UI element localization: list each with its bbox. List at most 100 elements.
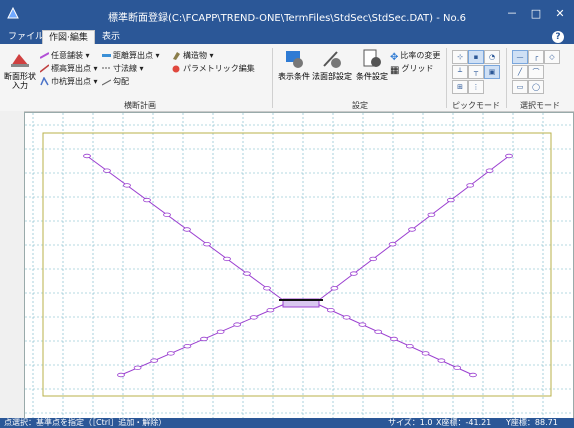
status-bar: 点選択：基準点を指定（［Ctrl］追加・解除） サイズ：1.0 X座標：-41.… [0, 418, 574, 428]
pick-mode-free-icon[interactable]: ⊞ [452, 80, 468, 94]
vertex-marker[interactable] [466, 183, 475, 188]
vertex-marker[interactable] [453, 365, 462, 370]
pick-mode-end-icon[interactable]: ▪ [468, 50, 484, 64]
structure-button[interactable]: 構造物 ▾ [172, 50, 214, 61]
dimension-button[interactable]: 寸法線 ▾ [102, 63, 144, 74]
pavement-button[interactable]: 任意舗装 ▾ [40, 50, 90, 61]
pick-mode-arc-icon[interactable]: ◔ [484, 50, 500, 64]
vertex-marker[interactable] [133, 365, 142, 370]
tab-draw-edit[interactable]: 作図·編集 [42, 30, 95, 45]
shape-input-button[interactable]: 断面形状 入力 [4, 48, 36, 90]
vertex-marker[interactable] [342, 315, 351, 320]
vertex-marker[interactable] [349, 271, 358, 276]
vertex-marker[interactable] [183, 343, 192, 349]
tab-view[interactable]: 表示 [102, 32, 121, 42]
vertex-marker[interactable] [233, 322, 242, 327]
group-label-cross-section: 横断計画 [124, 101, 156, 110]
ribbon-separator [506, 48, 507, 108]
vertex-marker[interactable] [200, 336, 208, 342]
vertex-marker[interactable] [505, 153, 513, 159]
drawing-frame [42, 132, 552, 397]
vertex-marker[interactable] [390, 336, 398, 342]
structure-icon [173, 52, 180, 60]
status-size: サイズ：1.0 [388, 418, 433, 427]
close-button[interactable]: ✕ [555, 7, 565, 20]
vertex-marker[interactable] [266, 307, 275, 313]
pick-mode-cross-icon[interactable]: ▣ [484, 65, 500, 79]
select-mode-lasso-icon[interactable]: ◯ [528, 80, 544, 94]
vertex-marker[interactable] [243, 271, 251, 276]
maximize-button[interactable]: □ [530, 7, 542, 20]
vertex-marker[interactable] [374, 329, 383, 334]
vertex-marker[interactable] [216, 329, 225, 334]
vertex-marker[interactable] [330, 286, 339, 291]
shape-input-icon [11, 54, 29, 67]
window-title: 標準断面登録(C:\FCAPP\TREND-ONE\TermFiles\StdS… [108, 13, 466, 24]
vertex-marker[interactable] [163, 212, 171, 217]
select-mode-group-icon[interactable]: ◇ [544, 50, 560, 64]
group-label-pick-mode: ピックモード [452, 101, 500, 110]
vertex-marker[interactable] [223, 256, 231, 262]
shape-input-label: 断面形状 入力 [4, 72, 36, 90]
vertex-marker[interactable] [83, 153, 91, 159]
vertex-marker[interactable] [143, 197, 151, 203]
minimize-button[interactable]: － [506, 7, 518, 20]
condition-settings-button[interactable]: 条件設定 [354, 48, 390, 81]
ribbon-separator [446, 48, 447, 108]
distance-calc-button[interactable]: 距離算出点 ▾ [102, 50, 160, 61]
pick-mode-nearest-icon[interactable]: ⋮ [468, 80, 484, 94]
slope-part-button[interactable]: 法面部設定 [312, 48, 352, 81]
pick-mode-mid-icon[interactable]: ┴ [452, 65, 468, 79]
vertex-marker[interactable] [388, 241, 397, 247]
vertex-marker[interactable] [123, 183, 131, 188]
dimension-icon [102, 67, 111, 69]
vertex-marker[interactable] [326, 307, 335, 313]
vertex-marker[interactable] [103, 168, 111, 173]
vertex-marker[interactable] [183, 227, 191, 232]
grid-icon: ▦ [390, 65, 400, 76]
display-conditions-button[interactable]: 表示条件 [276, 48, 312, 81]
slope-part-icon [323, 51, 341, 68]
drawing-svg[interactable] [25, 113, 573, 419]
drawing-canvas[interactable] [24, 112, 574, 420]
pick-mode-perp-icon[interactable]: ┬ [468, 65, 484, 79]
select-mode-single-icon[interactable]: — [512, 50, 528, 64]
vertex-marker[interactable] [469, 372, 477, 378]
vertex-marker[interactable] [249, 315, 258, 320]
parametric-edit-button[interactable]: パラメトリック編集 [172, 63, 255, 74]
vertex-marker[interactable] [263, 286, 271, 291]
help-icon[interactable]: ? [552, 31, 564, 43]
vertex-marker[interactable] [358, 322, 367, 327]
section-lines [83, 153, 513, 378]
vertex-marker[interactable] [421, 351, 430, 356]
app-icon [7, 6, 19, 19]
select-mode-poly-icon[interactable]: ⌒ [528, 65, 544, 79]
width-calc-button[interactable]: 巾杭算出点 ▾ [40, 76, 98, 87]
select-mode-chain-icon[interactable]: ┌ [528, 50, 544, 64]
vertex-marker[interactable] [427, 212, 436, 217]
slope-calc-button[interactable]: 標高算出点 ▾ [40, 63, 98, 74]
vertex-marker[interactable] [437, 358, 446, 363]
slope-calc-icon [40, 64, 49, 73]
grid-button[interactable]: ▦ グリッド [390, 64, 434, 76]
select-mode-rect-icon[interactable]: ▭ [512, 80, 528, 94]
vertex-marker[interactable] [117, 372, 125, 378]
grade-button[interactable]: 勾配 [102, 76, 129, 87]
group-label-settings: 設定 [352, 101, 368, 110]
vertex-marker[interactable] [166, 351, 175, 356]
vertex-marker[interactable] [408, 227, 416, 232]
vertex-marker[interactable] [485, 168, 494, 173]
pick-mode-point-icon[interactable]: ⊹ [452, 50, 468, 64]
title-bar: 標準断面登録(C:\FCAPP\TREND-ONE\TermFiles\StdS… [0, 0, 574, 30]
vertex-marker[interactable] [405, 343, 414, 349]
tab-file[interactable]: ファイル [8, 32, 45, 42]
vertex-marker[interactable] [203, 241, 211, 247]
vertex-marker[interactable] [150, 358, 159, 363]
ratio-change-button[interactable]: ✥ 比率の変更 [390, 51, 441, 63]
vertex-marker[interactable] [369, 256, 378, 262]
vertex-marker[interactable] [446, 197, 455, 203]
select-mode-cross-icon[interactable]: ╱ [512, 65, 528, 79]
ribbon-separator [272, 48, 273, 108]
condition-settings-icon [363, 49, 381, 67]
parametric-edit-icon [172, 65, 180, 73]
